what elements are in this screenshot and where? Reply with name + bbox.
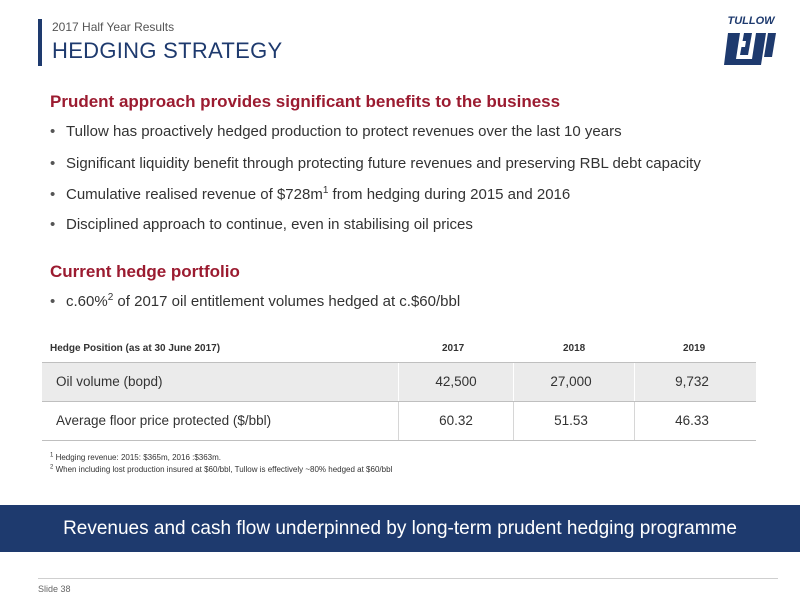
table-divider: [42, 362, 756, 363]
bullet-dot: •: [50, 293, 56, 310]
logo-wordmark: TULLOW: [727, 15, 775, 27]
footnote-ref: 2: [107, 292, 114, 303]
bullet-text-end: from hedging during 2015 and 2016: [328, 186, 571, 203]
row-label: Oil volume (bopd): [56, 374, 163, 389]
cell-2017: 42,500: [435, 374, 477, 389]
bullet-dot: •: [50, 155, 56, 172]
cell-divider: [634, 402, 635, 440]
bullet-dot: •: [50, 216, 56, 233]
slide-number: Slide 38: [38, 584, 71, 594]
footnote-2: 2 When including lost production insured…: [50, 464, 393, 474]
bullet-item: • Significant liquidity benefit through p…: [50, 155, 701, 172]
footnote-text: Hedging revenue: 2015: $365m, 2016 :$363…: [53, 453, 222, 462]
bullet-item: • Tullow has proactively hedged productio…: [50, 123, 622, 140]
slide-title: HEDGING STRATEGY: [52, 38, 283, 63]
cell-divider: [513, 363, 514, 401]
footer-divider: [38, 578, 778, 579]
bullet-item: • Cumulative realised revenue of $728m1 f…: [50, 185, 571, 204]
section-heading-benefits: Prudent approach provides significant be…: [50, 92, 561, 111]
footnote-text: When including lost production insured a…: [53, 465, 393, 474]
bullet-text-start: c.60%: [66, 293, 108, 310]
bullet-text-end: of 2017 oil entitlement volumes hedged a…: [113, 293, 461, 310]
footnote-marker: 1: [50, 452, 54, 459]
bullet-text: Tullow has proactively hedged production…: [66, 123, 622, 140]
cell-divider: [634, 363, 635, 401]
title-accent-bar: [38, 19, 42, 66]
cell-2019: 9,732: [675, 374, 709, 389]
table-header-2018: 2018: [563, 343, 586, 354]
bullet-item: • Disciplined approach to continue, even …: [50, 216, 473, 233]
footnote-ref: 1: [322, 185, 329, 196]
footnote-1: 1 Hedging revenue: 2015: $365m, 2016 :$3…: [50, 452, 222, 462]
cell-divider: [398, 363, 399, 401]
bullet-text: Disciplined approach to continue, even i…: [66, 216, 473, 233]
section-heading-portfolio: Current hedge portfolio: [50, 262, 240, 281]
cell-2019: 46.33: [675, 413, 709, 428]
hedge-table-header: Hedge Position (as at 30 June 2017) 2017…: [42, 334, 756, 362]
footnote-marker: 2: [50, 464, 54, 471]
bullet-text-start: Cumulative realised revenue of $728m: [66, 186, 323, 203]
cell-divider: [513, 402, 514, 440]
table-header-2017: 2017: [442, 343, 465, 354]
bullet-dot: •: [50, 186, 56, 203]
row-label: Average floor price protected ($/bbl): [56, 413, 272, 428]
bullet-item: • c.60%2 of 2017 oil entitlement volumes …: [50, 292, 461, 311]
table-header-label: Hedge Position (as at 30 June 2017): [50, 343, 221, 354]
table-row-oil-volume: Oil volume (bopd) 42,500 27,000 9,732: [42, 363, 756, 401]
table-header-2019: 2019: [683, 343, 706, 354]
logo-mark-icon: [724, 33, 776, 65]
banner-text: Revenues and cash flow underpinned by lo…: [63, 518, 737, 539]
tullow-logo: TULLOW: [722, 15, 780, 70]
table-row-floor-price: Average floor price protected ($/bbl) 60…: [42, 402, 756, 440]
bullet-text: Significant liquidity benefit through pr…: [66, 155, 701, 172]
eyebrow-text: 2017 Half Year Results: [52, 20, 175, 34]
bullet-dot: •: [50, 123, 56, 140]
cell-2018: 27,000: [550, 374, 592, 389]
cell-divider: [398, 402, 399, 440]
key-message-banner: Revenues and cash flow underpinned by lo…: [0, 505, 800, 552]
cell-2017: 60.32: [439, 413, 473, 428]
cell-2018: 51.53: [554, 413, 588, 428]
table-divider: [42, 401, 756, 402]
table-bottom-border: [42, 440, 756, 441]
